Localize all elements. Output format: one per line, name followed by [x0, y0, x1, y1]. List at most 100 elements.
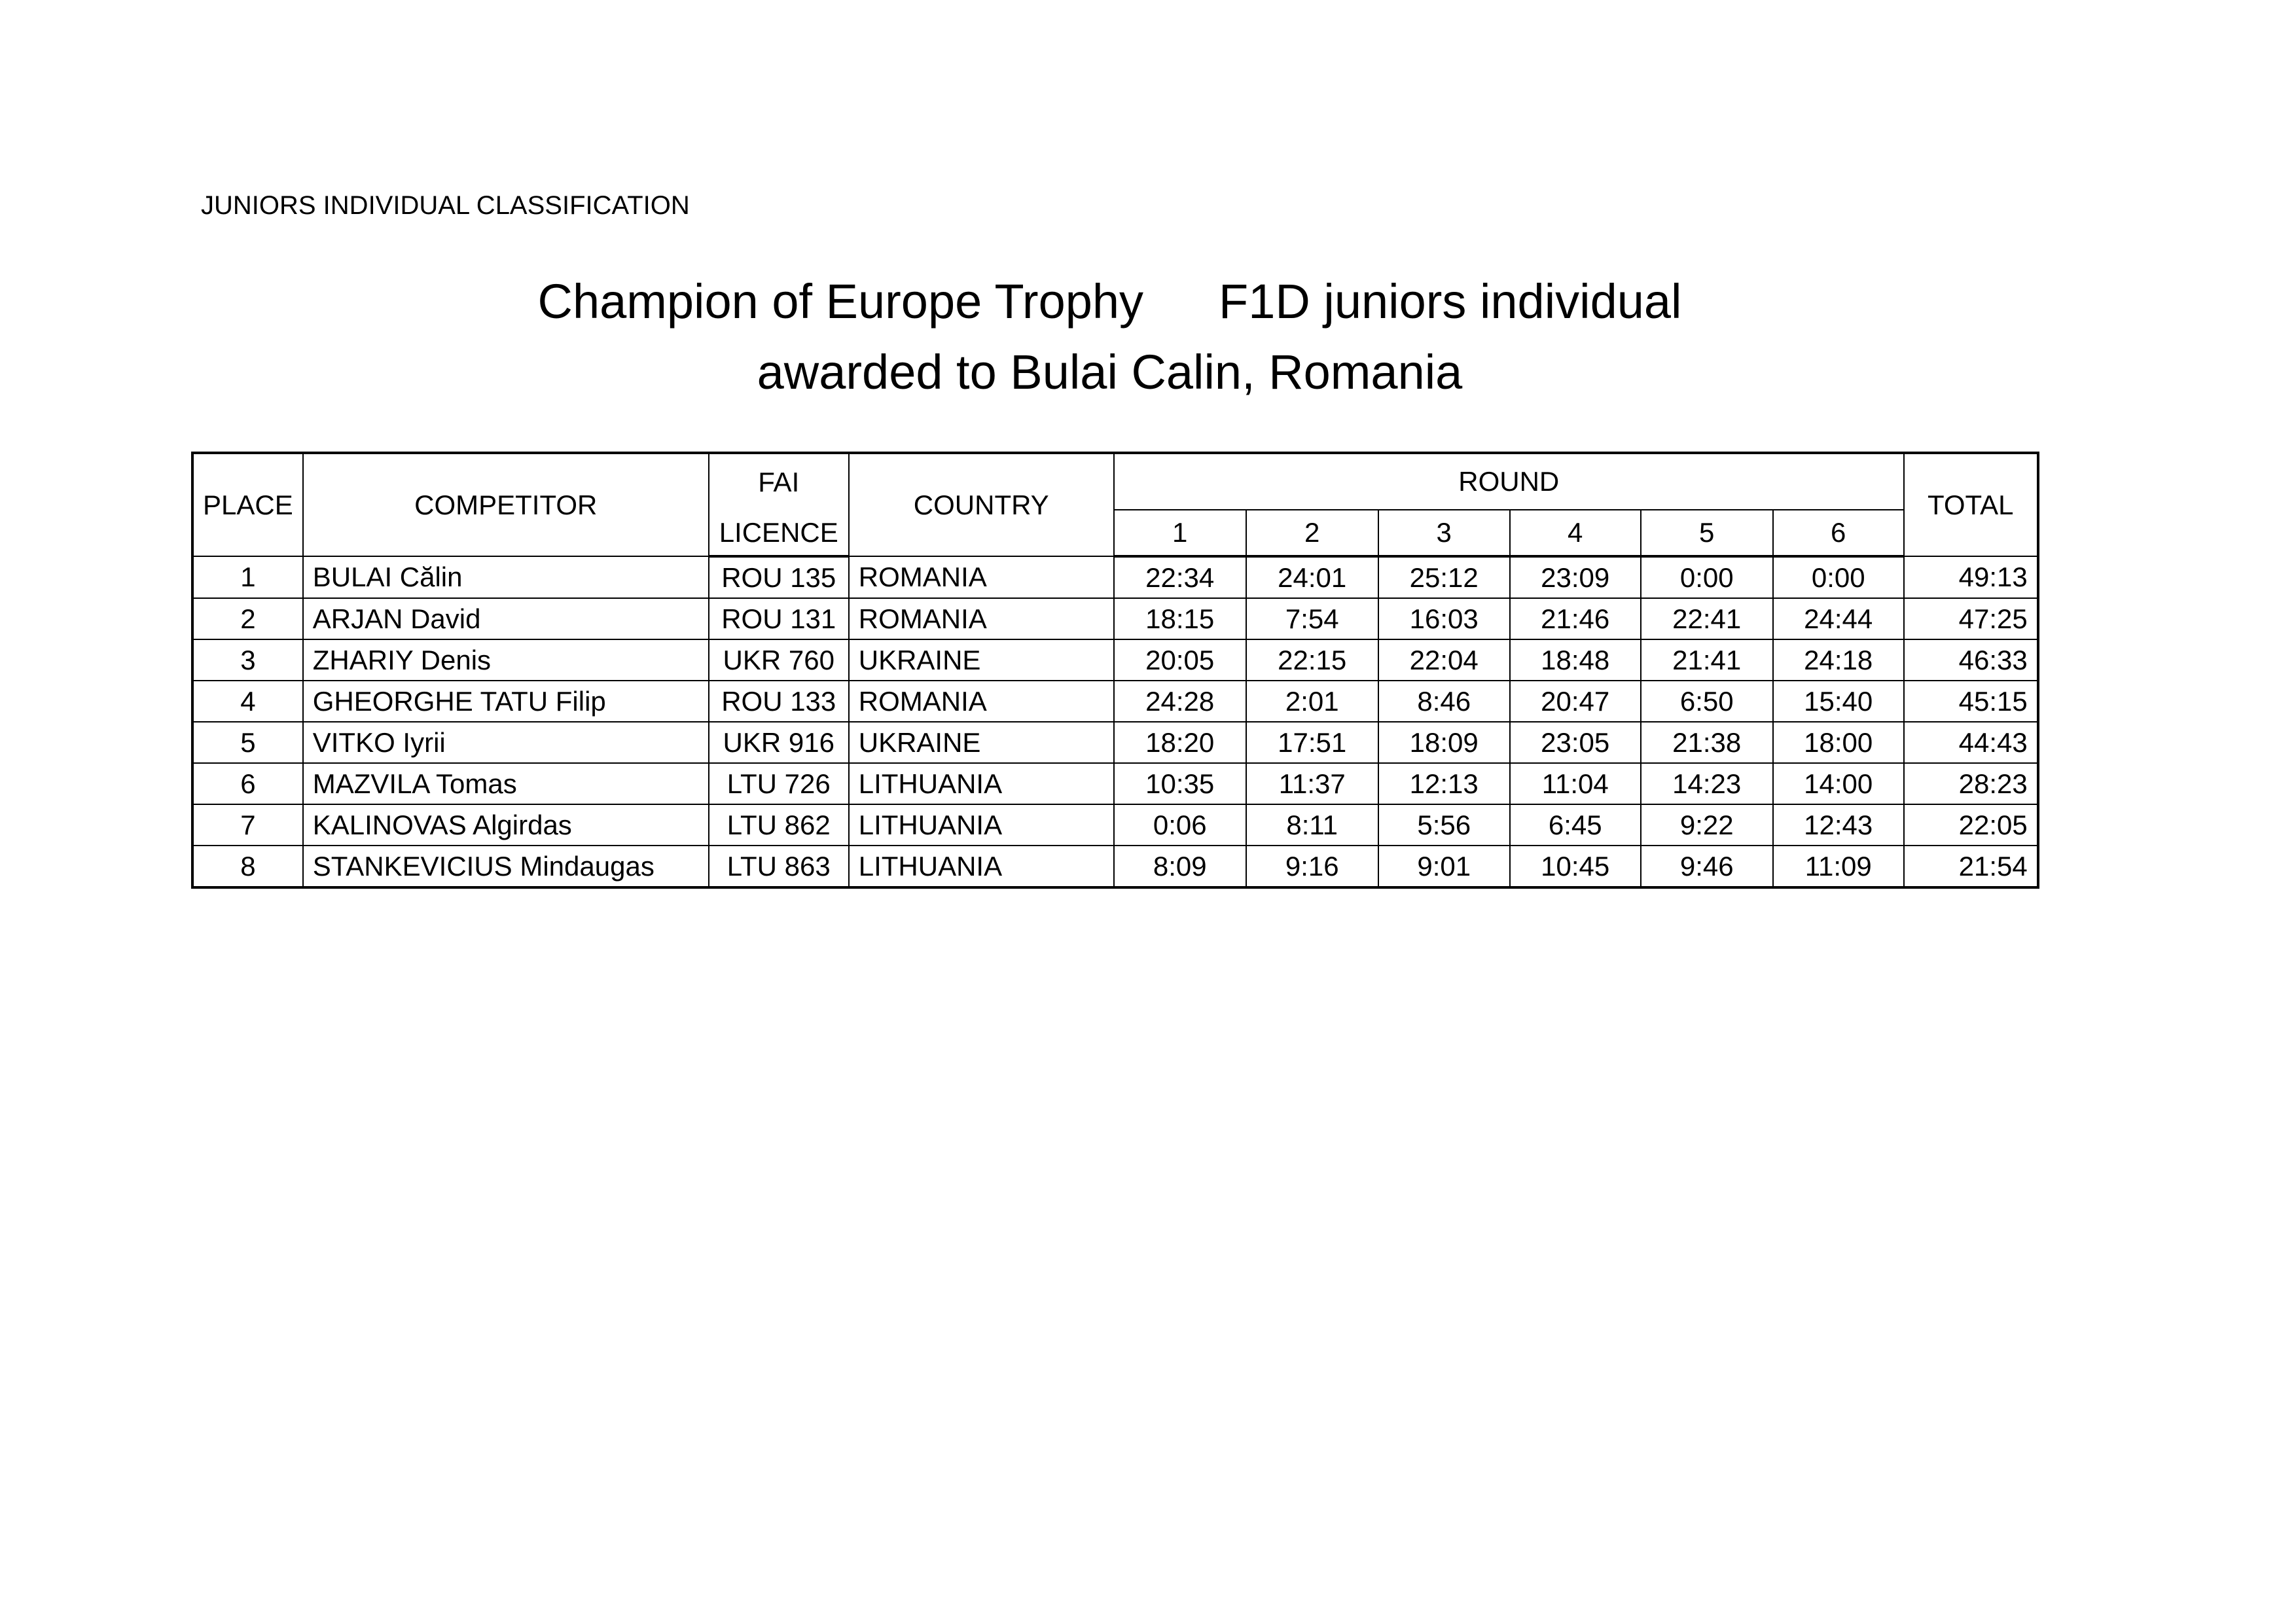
- licence-cell: ROU 131: [708, 597, 850, 640]
- round-2-cell: 24:01: [1245, 556, 1379, 599]
- licence-cell: ROU 135: [708, 556, 850, 599]
- total-cell: 46:33: [1903, 639, 2039, 681]
- round-2-cell: 9:16: [1245, 845, 1379, 888]
- licence-cell: LTU 726: [708, 762, 850, 805]
- table-row: 2 ARJAN David ROU 131 ROMANIA 18:15 7:54 16:03…: [192, 597, 2039, 640]
- total-cell: 22:05: [1903, 804, 2039, 846]
- country-cell: ROMANIA: [848, 556, 1115, 599]
- table-row: 6 MAZVILA Tomas LTU 726 LITHUANIA 10:35 11:37…: [192, 762, 2039, 805]
- header-round: ROUND: [1113, 452, 1905, 510]
- header-round-5: 5: [1640, 509, 1774, 558]
- trophy-awardee: awarded to Bulai Calin, Romania: [757, 345, 1463, 399]
- place-cell: 8: [192, 845, 304, 888]
- round-2-cell: 22:15: [1245, 639, 1379, 681]
- round-6-cell: 0:00: [1772, 556, 1905, 599]
- header-place: PLACE: [192, 452, 304, 557]
- round-1-cell: 24:28: [1113, 680, 1247, 722]
- round-2-cell: 11:37: [1245, 762, 1379, 805]
- country-cell: LITHUANIA: [848, 762, 1115, 805]
- place-cell: 7: [192, 804, 304, 846]
- country-cell: UKRAINE: [848, 721, 1115, 764]
- round-4-cell: 6:45: [1509, 804, 1641, 846]
- header-round-1: 1: [1113, 509, 1247, 558]
- total-cell: 49:13: [1903, 556, 2039, 599]
- round-5-cell: 6:50: [1640, 680, 1774, 722]
- round-1-cell: 20:05: [1113, 639, 1247, 681]
- round-4-cell: 23:05: [1509, 721, 1641, 764]
- competitor-cell: VITKO Iyrii: [302, 721, 709, 764]
- table-row: 5 VITKO Iyrii UKR 916 UKRAINE 18:20 17:51 18:0…: [192, 721, 2039, 764]
- round-6-cell: 15:40: [1772, 680, 1905, 722]
- table-row: 3 ZHARIY Denis UKR 760 UKRAINE 20:05 22:15 22:…: [192, 639, 2039, 681]
- round-3-cell: 22:04: [1377, 639, 1511, 681]
- licence-cell: LTU 863: [708, 845, 850, 888]
- header-competitor: COMPETITOR: [302, 452, 709, 557]
- round-4-cell: 21:46: [1509, 597, 1641, 640]
- round-3-cell: 18:09: [1377, 721, 1511, 764]
- results-table: PLACE COMPETITOR FAI COUNTRY ROUND TOTAL…: [191, 452, 2039, 889]
- competitor-cell: ARJAN David: [302, 597, 709, 640]
- round-3-cell: 9:01: [1377, 845, 1511, 888]
- total-cell: 45:15: [1903, 680, 2039, 722]
- round-3-cell: 12:13: [1377, 762, 1511, 805]
- round-6-cell: 11:09: [1772, 845, 1905, 888]
- total-cell: 28:23: [1903, 762, 2039, 805]
- round-2-cell: 17:51: [1245, 721, 1379, 764]
- competitor-cell: STANKEVICIUS Mindaugas: [302, 845, 709, 888]
- round-2-cell: 2:01: [1245, 680, 1379, 722]
- header-fai: FAI: [708, 452, 850, 510]
- competitor-cell: GHEORGHE TATU Filip: [302, 680, 709, 722]
- round-4-cell: 20:47: [1509, 680, 1641, 722]
- country-cell: ROMANIA: [848, 680, 1115, 722]
- round-1-cell: 22:34: [1113, 556, 1247, 599]
- round-6-cell: 24:18: [1772, 639, 1905, 681]
- country-cell: LITHUANIA: [848, 804, 1115, 846]
- trophy-name: Champion of Europe Trophy: [537, 274, 1144, 329]
- round-6-cell: 14:00: [1772, 762, 1905, 805]
- total-cell: 44:43: [1903, 721, 2039, 764]
- round-4-cell: 10:45: [1509, 845, 1641, 888]
- round-5-cell: 9:22: [1640, 804, 1774, 846]
- place-cell: 1: [192, 556, 304, 599]
- table-row: 8 STANKEVICIUS Mindaugas LTU 863 LITHUANIA 8…: [192, 845, 2039, 888]
- round-1-cell: 10:35: [1113, 762, 1247, 805]
- round-2-cell: 7:54: [1245, 597, 1379, 640]
- total-cell: 47:25: [1903, 597, 2039, 640]
- country-cell: ROMANIA: [848, 597, 1115, 640]
- place-cell: 2: [192, 597, 304, 640]
- round-5-cell: 21:41: [1640, 639, 1774, 681]
- header-round-4: 4: [1509, 509, 1641, 558]
- round-2-cell: 8:11: [1245, 804, 1379, 846]
- header-total: TOTAL: [1903, 452, 2039, 557]
- country-cell: LITHUANIA: [848, 845, 1115, 888]
- round-3-cell: 5:56: [1377, 804, 1511, 846]
- round-5-cell: 22:41: [1640, 597, 1774, 640]
- round-5-cell: 0:00: [1640, 556, 1774, 599]
- country-cell: UKRAINE: [848, 639, 1115, 681]
- header-round-3: 3: [1377, 509, 1511, 558]
- round-6-cell: 12:43: [1772, 804, 1905, 846]
- round-3-cell: 8:46: [1377, 680, 1511, 722]
- licence-cell: UKR 916: [708, 721, 850, 764]
- competitor-cell: BULAI Călin: [302, 556, 709, 599]
- licence-cell: ROU 133: [708, 680, 850, 722]
- round-1-cell: 18:15: [1113, 597, 1247, 640]
- table-row: 4 GHEORGHE TATU Filip ROU 133 ROMANIA 24:28 2…: [192, 680, 2039, 722]
- trophy-category: F1D juniors individual: [1219, 274, 1682, 329]
- round-1-cell: 18:20: [1113, 721, 1247, 764]
- round-3-cell: 25:12: [1377, 556, 1511, 599]
- round-4-cell: 23:09: [1509, 556, 1641, 599]
- header-round-2: 2: [1245, 509, 1379, 558]
- round-4-cell: 18:48: [1509, 639, 1641, 681]
- round-5-cell: 14:23: [1640, 762, 1774, 805]
- round-6-cell: 24:44: [1772, 597, 1905, 640]
- competitor-cell: KALINOVAS Algirdas: [302, 804, 709, 846]
- place-cell: 3: [192, 639, 304, 681]
- round-3-cell: 16:03: [1377, 597, 1511, 640]
- round-4-cell: 11:04: [1509, 762, 1641, 805]
- header-round-6: 6: [1772, 509, 1905, 558]
- round-5-cell: 21:38: [1640, 721, 1774, 764]
- classification-label: JUNIORS INDIVIDUAL CLASSIFICATION: [201, 191, 690, 220]
- table-row: 7 KALINOVAS Algirdas LTU 862 LITHUANIA 0:06 8…: [192, 804, 2039, 846]
- round-1-cell: 8:09: [1113, 845, 1247, 888]
